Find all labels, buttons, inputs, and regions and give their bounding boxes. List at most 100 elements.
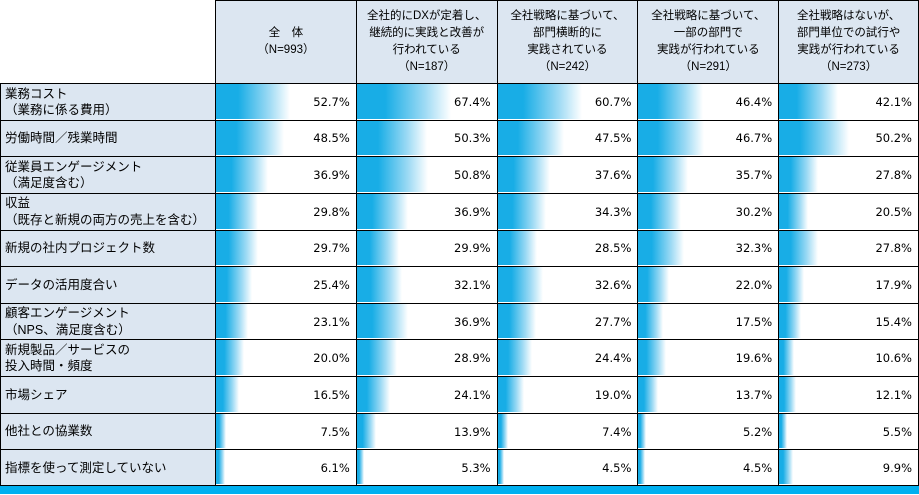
value-label: 7.4% [602, 424, 632, 439]
value-label: 50.8% [454, 168, 491, 183]
value-cell: 50.8% [355, 156, 497, 193]
row-label-line: （NPS、満足度含む） [5, 322, 131, 337]
value-label: 9.9% [882, 460, 912, 475]
value-bar [216, 450, 225, 484]
row-label-line: （既存と新規の両方の売上を含む） [5, 212, 206, 227]
row-label-line: 新規製品／サービスの [5, 343, 131, 358]
row-label: 従業員エンゲージメント （満足度含む） [0, 156, 215, 193]
value-cell: 5.5% [778, 412, 919, 450]
value-label: 60.7% [594, 94, 632, 109]
value-bar [779, 84, 838, 119]
value-label: 50.3% [454, 131, 491, 146]
value-bar [216, 230, 258, 266]
value-bar [638, 84, 704, 119]
value-bar [216, 193, 258, 229]
value-label: 67.4% [454, 94, 491, 109]
value-label: 36.9% [454, 204, 491, 219]
value-cell: 32.1% [355, 266, 497, 303]
value-cell: 60.7% [496, 83, 638, 120]
value-cell: 15.4% [778, 302, 919, 340]
column-header-line: 行われている [392, 44, 461, 56]
value-label: 13.7% [735, 387, 773, 402]
value-label: 50.2% [875, 131, 912, 146]
value-label: 34.3% [594, 204, 632, 219]
value-label: 4.5% [742, 460, 773, 475]
value-bar [779, 303, 801, 339]
value-bar [779, 340, 794, 376]
row-label-line: 収益 [5, 196, 31, 211]
value-cell: 20.0% [215, 339, 356, 377]
value-bar [216, 413, 227, 449]
value-label: 48.5% [313, 131, 350, 146]
value-cell: 9.9% [778, 449, 919, 486]
value-label: 20.0% [313, 351, 350, 366]
column-header-line: 全社的にDXが定着し、 [366, 9, 487, 22]
value-label: 27.8% [875, 168, 912, 183]
value-label: 5.2% [742, 424, 773, 439]
value-label: 22.0% [735, 277, 773, 292]
value-cell: 28.5% [496, 229, 638, 267]
value-cell: 23.1% [215, 302, 356, 340]
row-label-line: （業務に係る費用） [5, 102, 118, 117]
value-cell: 4.5% [496, 449, 638, 486]
value-cell: 47.5% [496, 119, 638, 157]
value-label: 28.5% [594, 241, 632, 256]
row-label: 他社との協業数 [0, 412, 215, 450]
row-label-line: 市場シェア [5, 387, 68, 402]
column-header-line: 実践が行われている [797, 44, 900, 56]
row-label-line: （満足度含む） [5, 176, 93, 191]
value-cell: 52.7% [215, 83, 356, 120]
value-bar [638, 230, 684, 266]
value-cell: 24.1% [355, 376, 497, 413]
value-cell: 50.2% [778, 119, 919, 157]
value-cell: 22.0% [637, 266, 779, 303]
row-label-line: 顧客エンゲージメント [5, 306, 130, 321]
value-cell: 13.9% [355, 412, 497, 450]
value-label: 24.4% [594, 351, 632, 366]
value-bar [356, 193, 409, 229]
value-bar [779, 193, 808, 229]
row-label-line: 指標を使って測定していない [5, 460, 167, 475]
value-bar [638, 450, 645, 484]
value-bar [638, 303, 663, 339]
value-label: 46.7% [735, 131, 773, 146]
value-label: 13.9% [454, 424, 491, 439]
value-bar [638, 267, 670, 302]
value-bar [779, 413, 787, 449]
value-bar [638, 413, 646, 449]
value-cell: 4.5% [637, 449, 779, 486]
value-bar [779, 267, 805, 302]
column-header-line: （N=291） [679, 61, 737, 74]
value-label: 29.8% [313, 204, 350, 219]
value-cell: 7.5% [215, 412, 356, 450]
value-label: 27.7% [594, 314, 632, 329]
value-bar [356, 303, 409, 339]
value-label: 4.5% [602, 460, 632, 475]
row-label-line: 投入時間・頻度 [5, 359, 93, 374]
column-header-line: 全社戦略はないが、 [796, 9, 901, 22]
value-cell: 27.7% [496, 302, 638, 340]
value-label: 25.4% [313, 277, 350, 292]
value-cell: 67.4% [355, 83, 497, 120]
value-label: 32.1% [454, 277, 491, 292]
row-label: 指標を使って測定していない [0, 449, 215, 486]
value-label: 47.5% [594, 131, 632, 146]
value-bar [216, 340, 244, 376]
value-bar [497, 84, 583, 119]
row-label: データの活用度合い [0, 266, 215, 303]
value-bar [497, 413, 508, 449]
row-label: 業務コスト （業務に係る費用） [0, 83, 215, 120]
value-cell: 12.1% [778, 376, 919, 413]
value-bar [497, 450, 504, 484]
value-cell: 29.8% [215, 192, 356, 230]
value-cell: 37.6% [496, 156, 638, 193]
value-label: 19.6% [735, 351, 773, 366]
row-label-line: 他社との協業数 [5, 424, 93, 439]
column-header-line: 全社戦略に基づいて、 [651, 9, 766, 22]
value-bar [356, 120, 428, 156]
row-label-line: 従業員エンゲージメント [5, 159, 143, 174]
value-label: 10.6% [875, 351, 912, 366]
value-bar [497, 377, 525, 412]
value-cell: 46.4% [637, 83, 779, 120]
value-bar [779, 157, 818, 192]
